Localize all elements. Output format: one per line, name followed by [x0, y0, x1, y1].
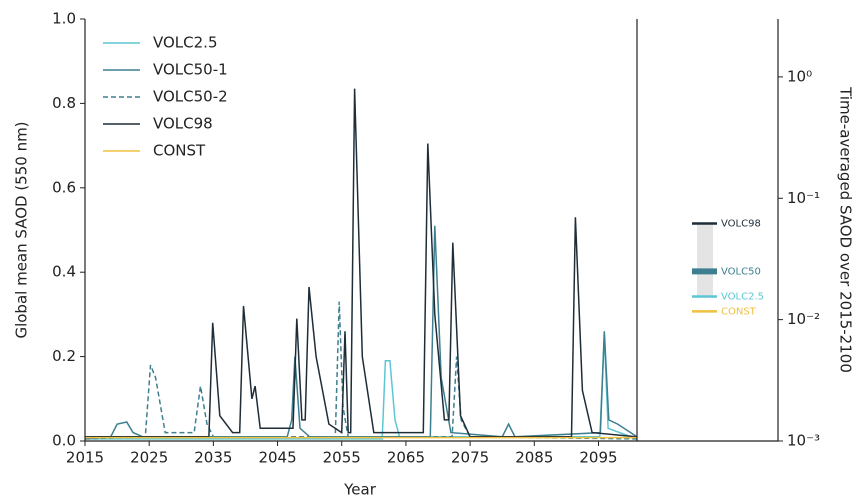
- x-tick-label: 2045: [258, 449, 296, 467]
- level-label: VOLC98: [721, 218, 761, 229]
- legend-label: VOLC98: [153, 115, 213, 133]
- axis-frame: [637, 19, 779, 442]
- x-tick-label: 2095: [579, 449, 617, 467]
- level-label: VOLC50: [721, 266, 761, 277]
- y2-axis-label: Time-averaged SAOD over 2015-2100: [837, 86, 855, 373]
- x-tick-label: 2015: [66, 449, 104, 467]
- x-axis-label: Year: [343, 481, 377, 499]
- y2-tick-label: 10⁰: [787, 67, 812, 85]
- legend-label: CONST: [153, 142, 206, 160]
- level-label: CONST: [721, 306, 757, 317]
- y2-tick-label: 10⁻¹: [787, 189, 820, 207]
- x-tick-label: 2075: [451, 449, 489, 467]
- y-tick-label: 0.8: [52, 94, 76, 112]
- level-label: VOLC2.5: [721, 292, 764, 303]
- x-tick-label: 2025: [130, 449, 168, 467]
- x-tick-label: 2065: [387, 449, 425, 467]
- y-tick-label: 0.6: [52, 178, 76, 196]
- legend-label: VOLC50-2: [153, 88, 228, 106]
- y-axis-label: Global mean SAOD (550 nm): [13, 121, 31, 338]
- y2-tick-label: 10⁻³: [787, 432, 820, 450]
- legend-label: VOLC2.5: [153, 34, 218, 52]
- x-tick-label: 2035: [194, 449, 232, 467]
- axis-frame: [84, 19, 638, 442]
- range-band: [697, 223, 713, 297]
- series-line: [85, 88, 638, 438]
- y-tick-label: 1.0: [52, 10, 76, 28]
- y-tick-label: 0.4: [52, 263, 76, 281]
- x-tick-label: 2085: [515, 449, 553, 467]
- y-tick-label: 0.2: [52, 347, 76, 365]
- x-tick-label: 2055: [323, 449, 361, 467]
- legend-label: VOLC50-1: [153, 61, 228, 79]
- y2-tick-label: 10⁻²: [787, 310, 820, 328]
- y-tick-label: 0.0: [52, 432, 76, 450]
- series-line: [84, 225, 638, 440]
- series-line: [85, 335, 638, 440]
